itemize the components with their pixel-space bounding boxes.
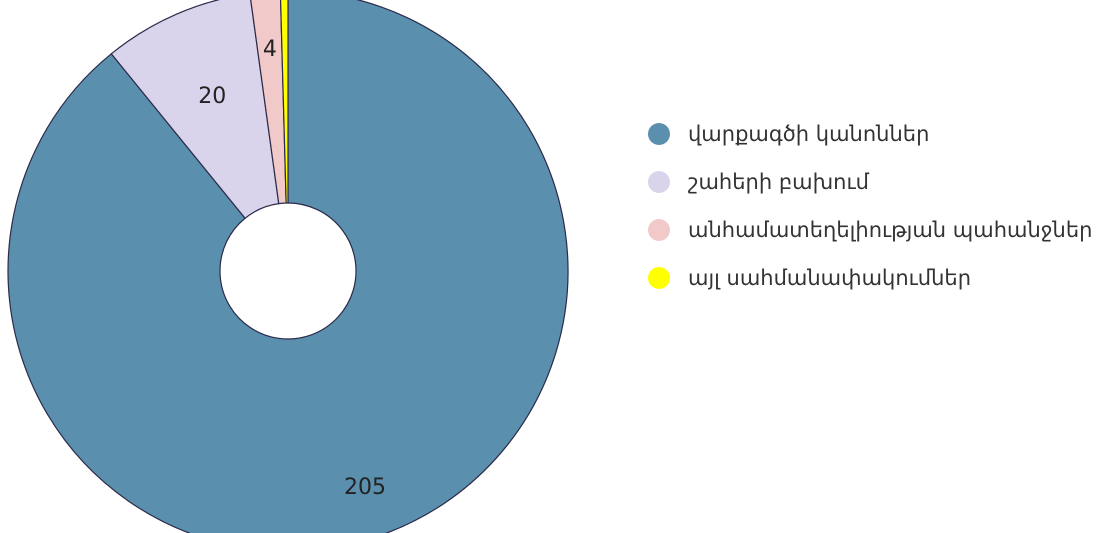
legend-item-1: վարքագծի կանոններ (648, 110, 1092, 158)
donut-chart: 205 20 4 (7, 0, 569, 533)
legend-swatch (648, 123, 670, 145)
data-label-1: 205 (344, 475, 386, 500)
legend-item-2: շահերի բախում (648, 158, 1092, 206)
data-label-2: 20 (198, 84, 226, 109)
legend-label: շահերի բախում (688, 170, 869, 194)
data-label-3: 4 (263, 37, 277, 62)
slice-2 (110, 0, 280, 220)
legend-label: այլ սահմանափակումներ (688, 266, 972, 290)
legend-swatch (648, 171, 670, 193)
legend-swatch (648, 267, 670, 289)
legend-item-4: այլ սահմանափակումներ (648, 254, 1092, 302)
legend-label: անհամատեղելիության պահանջներ (688, 218, 1093, 242)
legend: վարքագծի կանոններ շահերի բախում անհամատեղե… (648, 110, 1092, 302)
legend-item-3: անհամատեղելիության պահանջներ (648, 206, 1092, 254)
slice-4 (279, 0, 289, 204)
legend-swatch (648, 219, 670, 241)
legend-label: վարքագծի կանոններ (688, 122, 930, 146)
slice-1 (7, 0, 569, 533)
